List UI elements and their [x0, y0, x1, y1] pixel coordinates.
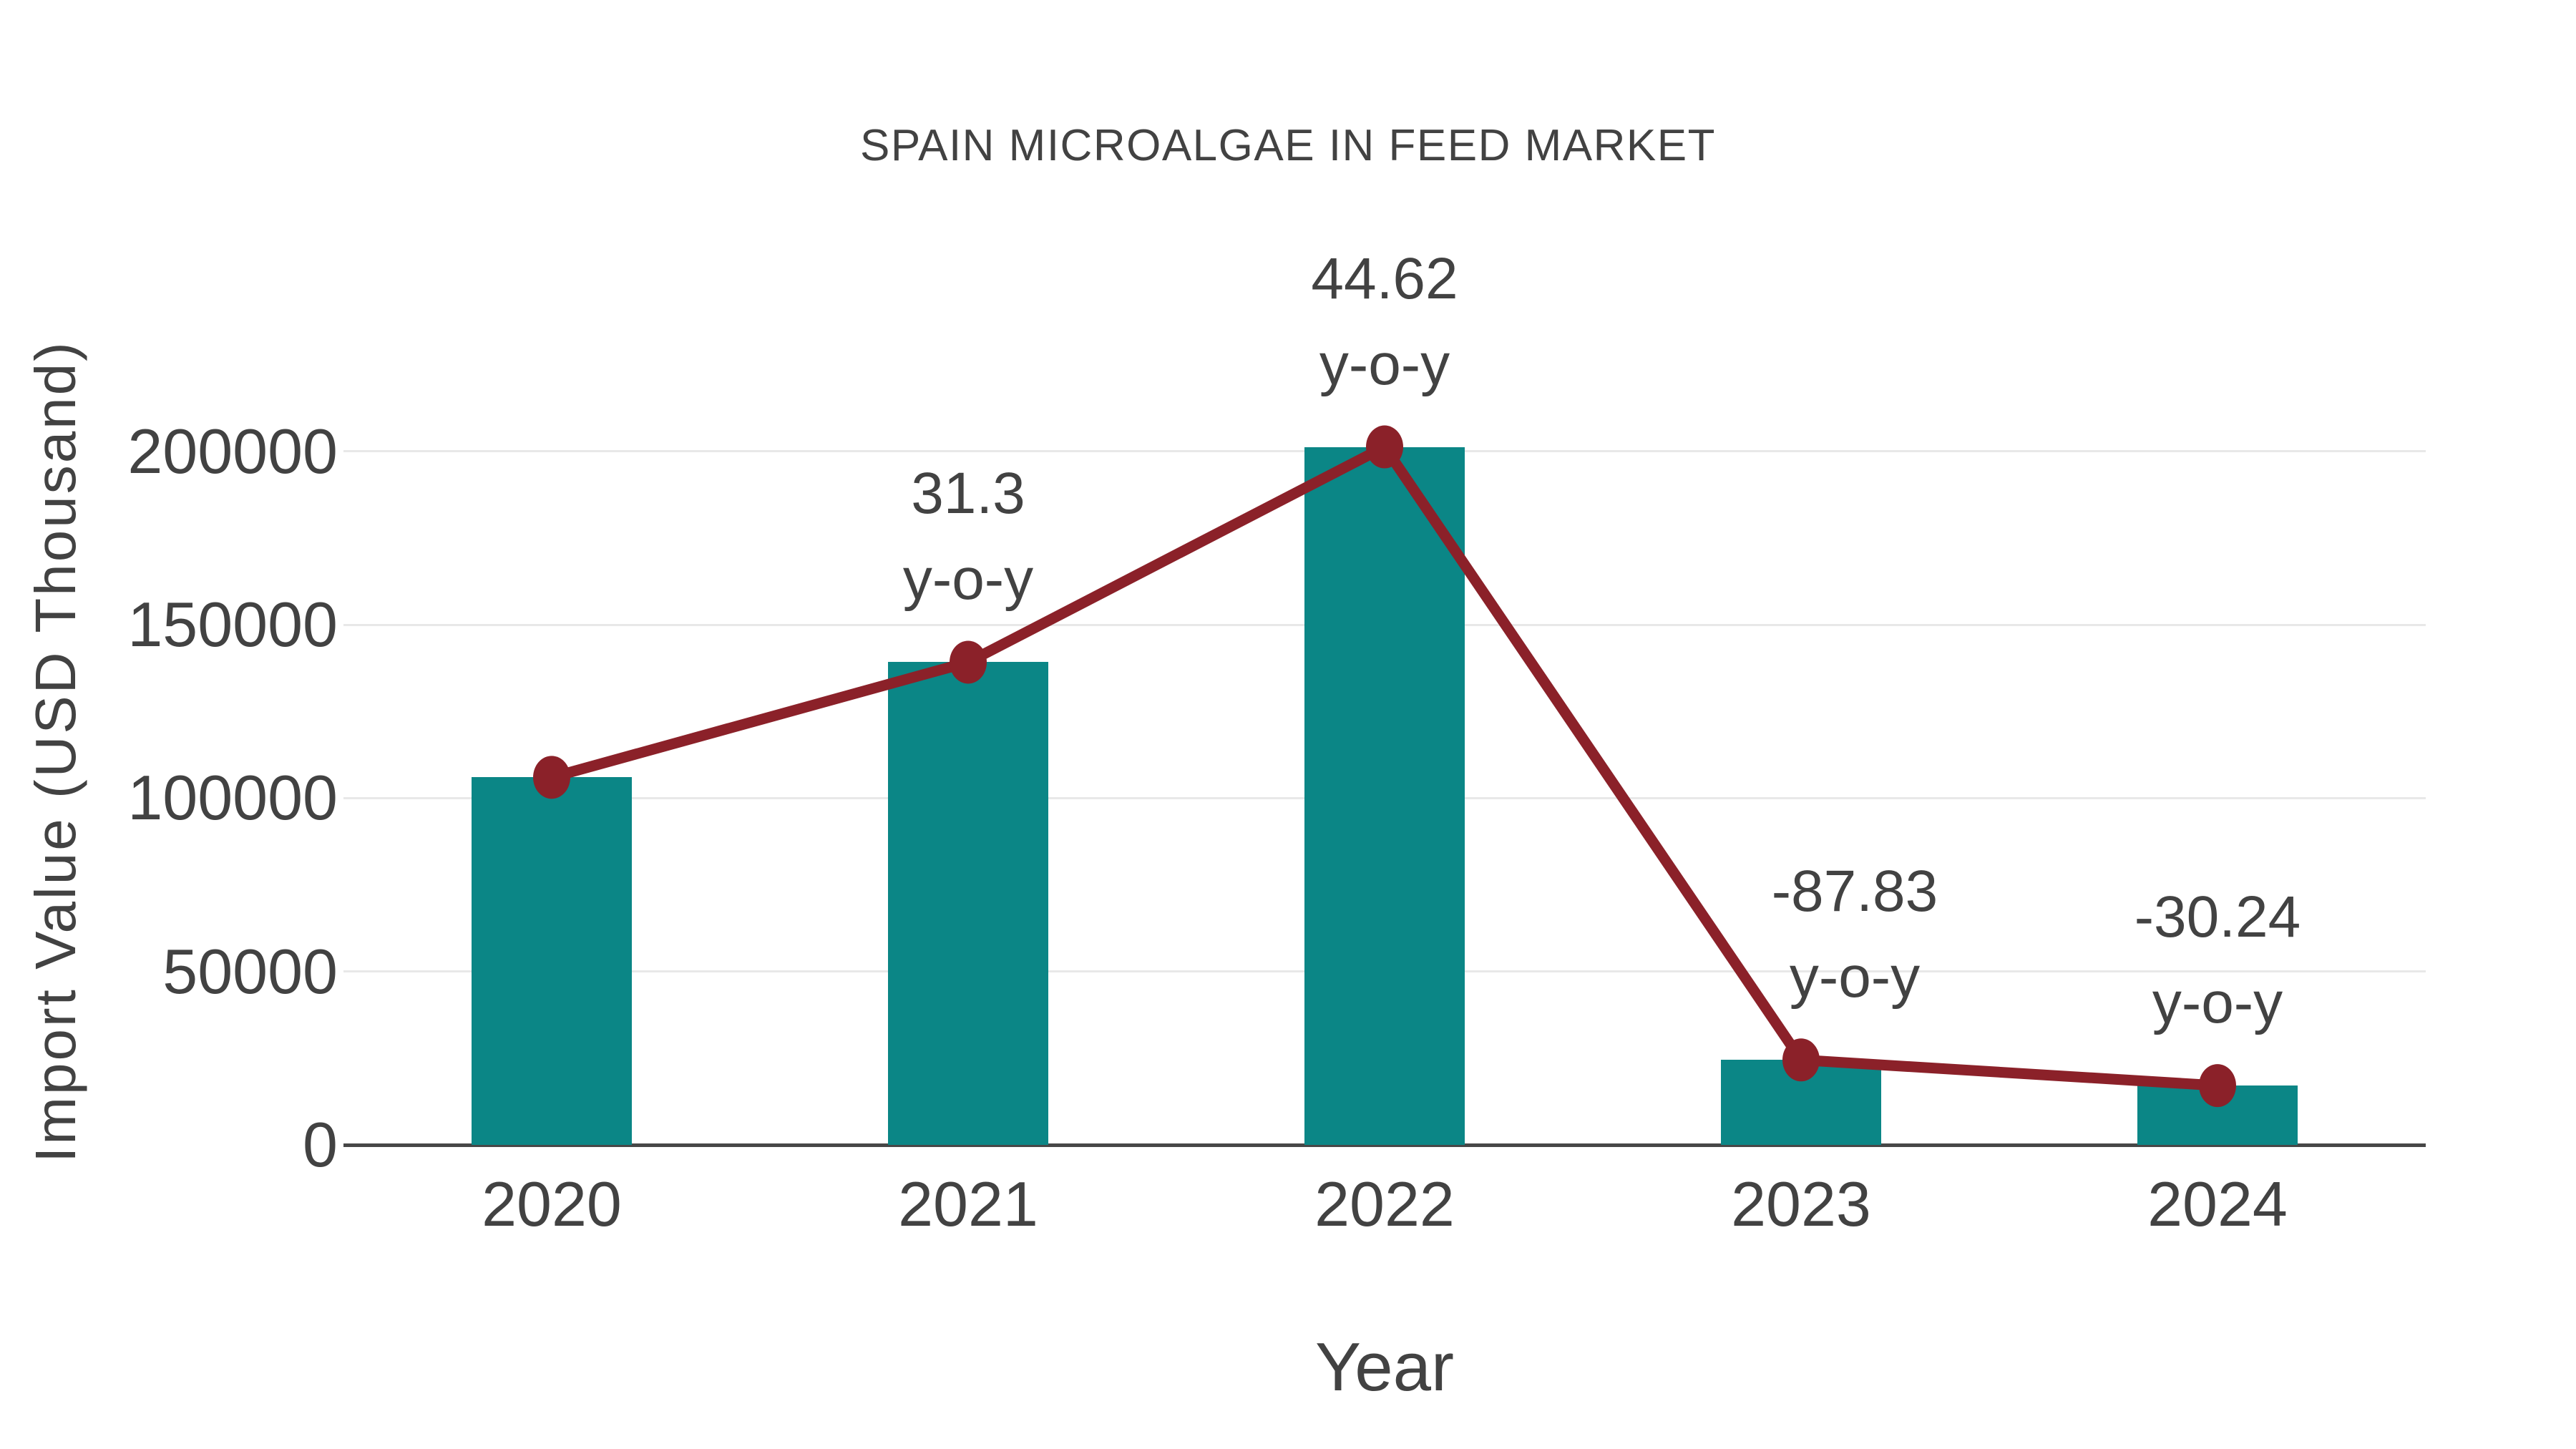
x-tick-label: 2020: [482, 1169, 622, 1239]
yoy-value-label: 44.62: [1311, 245, 1458, 311]
yoy-annotation: 44.62 y-o-y: [1170, 236, 1599, 408]
y-tick-label: 100000: [127, 762, 338, 834]
bar: [1304, 447, 1465, 1145]
y-tick-label: 200000: [127, 415, 338, 487]
yoy-annotation: 31.3 y-o-y: [753, 451, 1183, 623]
x-axis-line: [343, 1143, 2426, 1147]
y-tick-label: 50000: [162, 935, 338, 1007]
yoy-suffix-label: y-o-y: [2152, 970, 2283, 1036]
x-tick-label: 2023: [1731, 1169, 1871, 1239]
y-tick-label: 0: [303, 1109, 338, 1180]
x-axis-title: Year: [1315, 1329, 1454, 1405]
x-tick-label: 2022: [1314, 1169, 1455, 1239]
chart-title: SPAIN MICROALGAE IN FEED MARKET: [860, 121, 1716, 170]
yoy-value-label: 31.3: [911, 461, 1025, 527]
x-tick-label: 2024: [2147, 1169, 2288, 1239]
bar: [472, 777, 632, 1145]
yoy-suffix-label: y-o-y: [902, 547, 1034, 613]
bar: [888, 662, 1048, 1145]
x-tick-label: 2021: [898, 1169, 1038, 1239]
yoy-value-label: -30.24: [2134, 884, 2301, 950]
yoy-annotation: -30.24 y-o-y: [2003, 874, 2432, 1046]
y-tick-label: 150000: [127, 589, 338, 660]
bar: [2137, 1085, 2298, 1145]
bar: [1721, 1060, 1881, 1145]
yoy-suffix-label: y-o-y: [1319, 331, 1450, 397]
